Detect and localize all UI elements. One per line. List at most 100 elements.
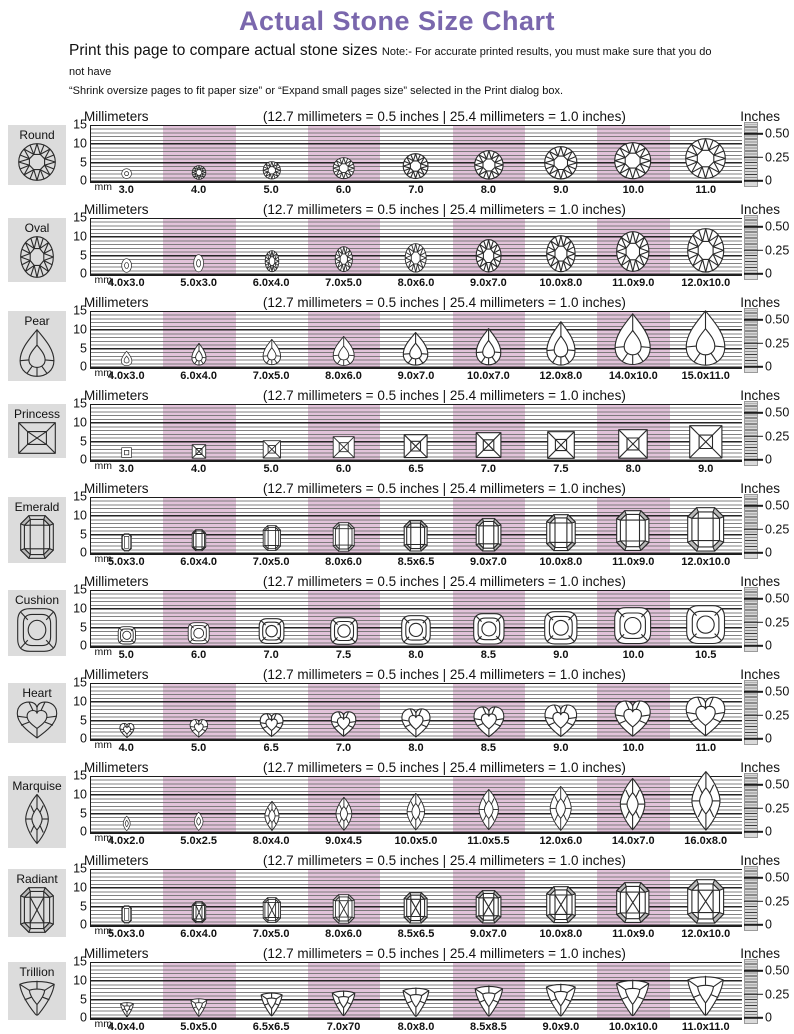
stone-cell <box>163 126 235 182</box>
stone-size-label: 8.0x6.0 <box>380 277 452 290</box>
inch-major-tick <box>744 552 763 554</box>
stone-size-label: 9.0 <box>670 463 742 476</box>
stone-cell <box>525 870 597 926</box>
inch-ruler-strip <box>744 401 758 466</box>
shape-name-label: Marquise <box>8 779 66 793</box>
princess-icon <box>8 422 66 454</box>
inch-tick-label: 0 <box>765 361 772 374</box>
inch-major-tick <box>744 621 763 623</box>
stone-cell <box>308 591 380 647</box>
inch-major-tick <box>744 156 763 158</box>
shape-name-label: Trillion <box>8 965 66 979</box>
stone-track <box>91 684 742 740</box>
mm-tick-label: 10 <box>73 230 87 243</box>
inch-major-tick <box>744 366 763 368</box>
stone-size-label: 15.0x11.0 <box>670 370 742 383</box>
stone-cell <box>453 405 525 461</box>
mm-tick-label: 15 <box>73 677 87 690</box>
inch-tick-label: 0.50 <box>765 778 789 791</box>
stone-cell <box>597 312 669 368</box>
mm-tick-label: 5 <box>80 714 87 727</box>
shape-icon-box: Round <box>8 125 66 185</box>
shape-icon-box: Radiant <box>8 869 66 937</box>
stone-size-label: 8.0x6.0 <box>307 370 379 383</box>
stone-size-label: 16.0x8.0 <box>670 835 742 848</box>
stone-size-label: 7.5 <box>525 463 597 476</box>
stone-cell <box>163 684 235 740</box>
inch-tick-label: 0.50 <box>765 964 789 977</box>
stone-cell <box>308 777 380 833</box>
mm-tick-label: 0 <box>80 1012 87 1025</box>
inch-tick-label: 0.25 <box>765 802 789 815</box>
stone-cell <box>670 405 742 461</box>
stone-cell <box>236 684 308 740</box>
stone-size-label: 9.0 <box>525 184 597 197</box>
shape-row-marquise: Millimeters(12.7 millimeters = 0.5 inche… <box>0 759 794 848</box>
stone-cell <box>236 405 308 461</box>
mm-tick-label: 5 <box>80 900 87 913</box>
stone-track <box>91 405 742 461</box>
conversion-label: (12.7 millimeters = 0.5 inches | 25.4 mi… <box>263 667 626 682</box>
stone-cell <box>597 405 669 461</box>
inch-major-tick <box>744 342 763 344</box>
millimeters-label: Millimeters <box>84 109 149 124</box>
stone-cell <box>380 591 452 647</box>
stone-cell <box>91 312 163 368</box>
stone-size-label: 5.0x5.0 <box>162 1021 234 1034</box>
stone-cell <box>597 219 669 275</box>
stone-cell <box>670 219 742 275</box>
shape-name-label: Pear <box>8 314 66 328</box>
stone-cell <box>308 498 380 554</box>
shape-name-label: Oval <box>8 221 66 235</box>
inch-tick-label: 0 <box>765 640 772 653</box>
stone-size-label: 14.0x7.0 <box>597 835 669 848</box>
inch-tick-label: 0 <box>765 175 772 188</box>
shape-icon-box: Princess <box>8 404 66 458</box>
conversion-label: (12.7 millimeters = 0.5 inches | 25.4 mi… <box>263 388 626 403</box>
mm-ruler-chart <box>90 125 742 183</box>
stone-cell <box>163 405 235 461</box>
stone-cell <box>597 591 669 647</box>
mm-tick-label: 15 <box>73 212 87 225</box>
inch-tick-label: 0.25 <box>765 244 789 257</box>
stone-cell <box>380 219 452 275</box>
stone-cell <box>453 591 525 647</box>
stone-size-label: 12.0x10.0 <box>670 556 742 569</box>
inch-tick-label: 0 <box>765 454 772 467</box>
stone-size-label: 9.0x7.0 <box>380 370 452 383</box>
inch-major-tick <box>744 993 763 995</box>
stone-size-label: 7.0 <box>307 742 379 755</box>
stone-size-label: 9.0 <box>525 742 597 755</box>
mm-ruler-chart <box>90 962 742 1020</box>
stone-cell <box>91 684 163 740</box>
conversion-label: (12.7 millimeters = 0.5 inches | 25.4 mi… <box>263 295 626 310</box>
trillion-icon <box>8 980 66 1016</box>
stone-cell <box>91 777 163 833</box>
shape-row-radiant: Millimeters(12.7 millimeters = 0.5 inche… <box>0 852 794 941</box>
millimeters-label: Millimeters <box>84 853 149 868</box>
stone-size-label: 4.0 <box>162 463 234 476</box>
stone-size-label: 5.0x2.5 <box>162 835 234 848</box>
stone-size-label: 9.0x7.0 <box>452 556 524 569</box>
stone-size-label: 8.0x8.0 <box>380 1021 452 1034</box>
inch-tick-label: 0.25 <box>765 709 789 722</box>
stone-cell <box>453 777 525 833</box>
stone-cell <box>597 684 669 740</box>
stone-cell <box>236 498 308 554</box>
conversion-label: (12.7 millimeters = 0.5 inches | 25.4 mi… <box>263 109 626 124</box>
stone-size-label: 10.0x10.0 <box>597 1021 669 1034</box>
